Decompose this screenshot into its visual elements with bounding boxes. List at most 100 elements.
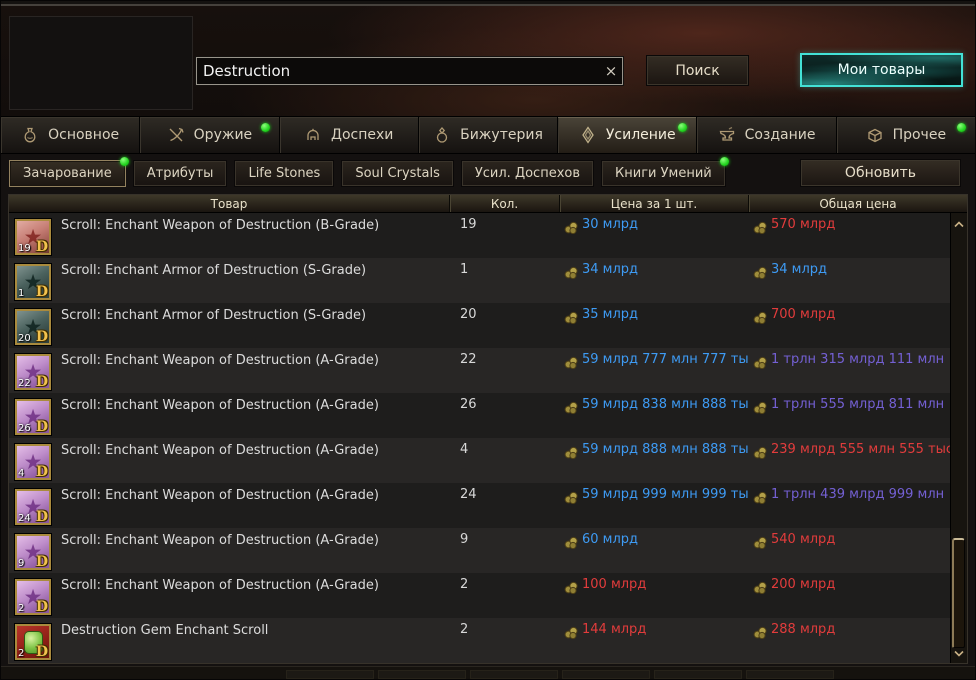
adena-coin-icon bbox=[753, 579, 767, 598]
item-icon: 22 D bbox=[15, 354, 51, 390]
new-items-dot bbox=[119, 156, 129, 166]
unit-price: 35 млрд bbox=[582, 307, 639, 322]
new-items-dot bbox=[719, 156, 729, 166]
subcategory-bar: Зачарование Атрибуты Life Stones Soul Cr… bbox=[1, 154, 975, 192]
search-input[interactable] bbox=[197, 62, 600, 80]
scrollbar[interactable] bbox=[950, 213, 967, 663]
helmet-icon bbox=[304, 126, 322, 144]
box-icon bbox=[866, 126, 884, 144]
scrollbar-thumb[interactable] bbox=[952, 538, 965, 648]
table-row[interactable]: 9D Scroll: Enchant Weapon of Destruction… bbox=[9, 528, 967, 573]
adena-coin-icon bbox=[753, 489, 767, 508]
clear-search-icon[interactable]: × bbox=[604, 62, 618, 80]
tab-label: Бижутерия bbox=[460, 127, 543, 143]
total-price: 540 млрд bbox=[771, 532, 836, 547]
ring-icon bbox=[433, 126, 451, 144]
scroll-down-icon[interactable] bbox=[951, 644, 967, 662]
column-header-item: Товар bbox=[210, 196, 248, 211]
column-header-unit-price: Цена за 1 шт. bbox=[559, 195, 748, 212]
grade-letter: D bbox=[35, 239, 48, 255]
scroll-up-icon[interactable] bbox=[951, 215, 967, 233]
potion-icon bbox=[21, 126, 39, 144]
item-name: Scroll: Enchant Weapon of Destruction (A… bbox=[61, 578, 379, 593]
new-items-dot bbox=[678, 123, 688, 132]
table-row[interactable]: 20D Scroll: Enchant Armor of Destruction… bbox=[9, 303, 967, 348]
item-qty: 1 bbox=[460, 262, 469, 277]
tab-label: Оружие bbox=[193, 127, 253, 143]
subtab-life-stones[interactable]: Life Stones bbox=[234, 159, 335, 187]
table-row[interactable]: 26D Scroll: Enchant Weapon of Destructio… bbox=[9, 393, 967, 438]
unit-price: 60 млрд bbox=[582, 532, 639, 547]
adena-coin-icon bbox=[753, 309, 767, 328]
item-name: Scroll: Enchant Armor of Destruction (S-… bbox=[61, 263, 367, 278]
adena-coin-icon bbox=[564, 354, 578, 373]
adena-coin-icon bbox=[564, 624, 578, 643]
grade-letter: D bbox=[35, 554, 48, 570]
subtab-label: Книги Умений bbox=[615, 165, 712, 181]
adena-coin-icon bbox=[753, 444, 767, 463]
table-row[interactable]: 24D Scroll: Enchant Weapon of Destructio… bbox=[9, 483, 967, 528]
subtab-skill-books[interactable]: Книги Умений bbox=[601, 156, 729, 187]
new-items-dot bbox=[956, 123, 966, 132]
search-button[interactable]: Поиск bbox=[646, 55, 749, 86]
adena-coin-icon bbox=[564, 264, 578, 283]
subtab-armor-enh[interactable]: Усил. Доспехов bbox=[460, 159, 595, 187]
subtab-enchant[interactable]: Зачарование bbox=[9, 156, 129, 187]
table-row[interactable]: 1D Scroll: Enchant Armor of Destruction … bbox=[9, 258, 967, 303]
item-icon: 19 D bbox=[15, 219, 51, 255]
adena-coin-icon bbox=[753, 624, 767, 643]
tab-misc[interactable]: Прочее bbox=[837, 117, 975, 153]
total-price: 1 трлн 439 млрд 999 млн bbox=[771, 487, 945, 502]
subtab-attributes[interactable]: Атрибуты bbox=[132, 159, 228, 187]
subtab-label: Усил. Доспехов bbox=[474, 165, 581, 181]
tab-label: Прочее bbox=[892, 127, 947, 143]
unit-price: 30 млрд bbox=[582, 217, 639, 232]
header-left-panel bbox=[9, 16, 193, 110]
adena-coin-icon bbox=[753, 534, 767, 553]
rune-icon bbox=[579, 126, 597, 144]
header-area: × Поиск Мои товары bbox=[1, 6, 975, 117]
total-price: 239 млрд 555 млн 555 тыс bbox=[771, 442, 954, 457]
item-qty: 4 bbox=[460, 442, 469, 457]
unit-price: 144 млрд bbox=[582, 622, 647, 637]
item-icon: 20 D bbox=[15, 309, 51, 345]
my-items-button[interactable]: Мои товары bbox=[800, 53, 963, 87]
item-qty: 9 bbox=[460, 532, 469, 547]
total-price: 1 трлн 315 млрд 111 млн bbox=[771, 352, 945, 367]
tab-armor[interactable]: Доспехи bbox=[280, 117, 419, 153]
tab-weapon[interactable]: Оружие bbox=[140, 117, 280, 153]
table-row[interactable]: 4D Scroll: Enchant Weapon of Destruction… bbox=[9, 438, 967, 483]
anvil-icon bbox=[718, 126, 736, 144]
subtab-label: Зачарование bbox=[23, 165, 112, 181]
category-tabs: Основное Оружие Доспехи Бижутерия Усилен… bbox=[1, 117, 975, 154]
unit-price: 100 млрд bbox=[582, 577, 647, 592]
tab-crafting[interactable]: Создание bbox=[697, 117, 837, 153]
table-row[interactable]: 2D Scroll: Enchant Weapon of Destruction… bbox=[9, 573, 967, 618]
tab-main[interactable]: Основное bbox=[1, 117, 141, 153]
adena-coin-icon bbox=[564, 534, 578, 553]
table-row[interactable]: 19D Scroll: Enchant Weapon of Destructio… bbox=[9, 213, 967, 258]
table-body: 19D Scroll: Enchant Weapon of Destructio… bbox=[9, 213, 967, 663]
adena-coin-icon bbox=[564, 399, 578, 418]
unit-price: 34 млрд bbox=[582, 262, 639, 277]
item-qty: 22 bbox=[460, 352, 477, 367]
table-row[interactable]: 22D Scroll: Enchant Weapon of Destructio… bbox=[9, 348, 967, 393]
bow-icon bbox=[167, 126, 185, 144]
tab-enhancement[interactable]: Усиление bbox=[558, 117, 698, 153]
tab-label: Основное bbox=[48, 127, 120, 143]
unit-price: 59 млрд 838 млн 888 тыс 8 bbox=[582, 397, 748, 412]
tab-jewelry[interactable]: Бижутерия bbox=[419, 117, 559, 153]
item-name: Scroll: Enchant Weapon of Destruction (B… bbox=[61, 218, 380, 233]
new-items-dot bbox=[260, 123, 270, 132]
refresh-button[interactable]: Обновить bbox=[800, 159, 961, 187]
adena-coin-icon bbox=[753, 219, 767, 238]
adena-coin-icon bbox=[753, 264, 767, 283]
subtab-soul-crystals[interactable]: Soul Crystals bbox=[341, 159, 454, 187]
total-price: 200 млрд bbox=[771, 577, 836, 592]
total-price: 700 млрд bbox=[771, 307, 836, 322]
